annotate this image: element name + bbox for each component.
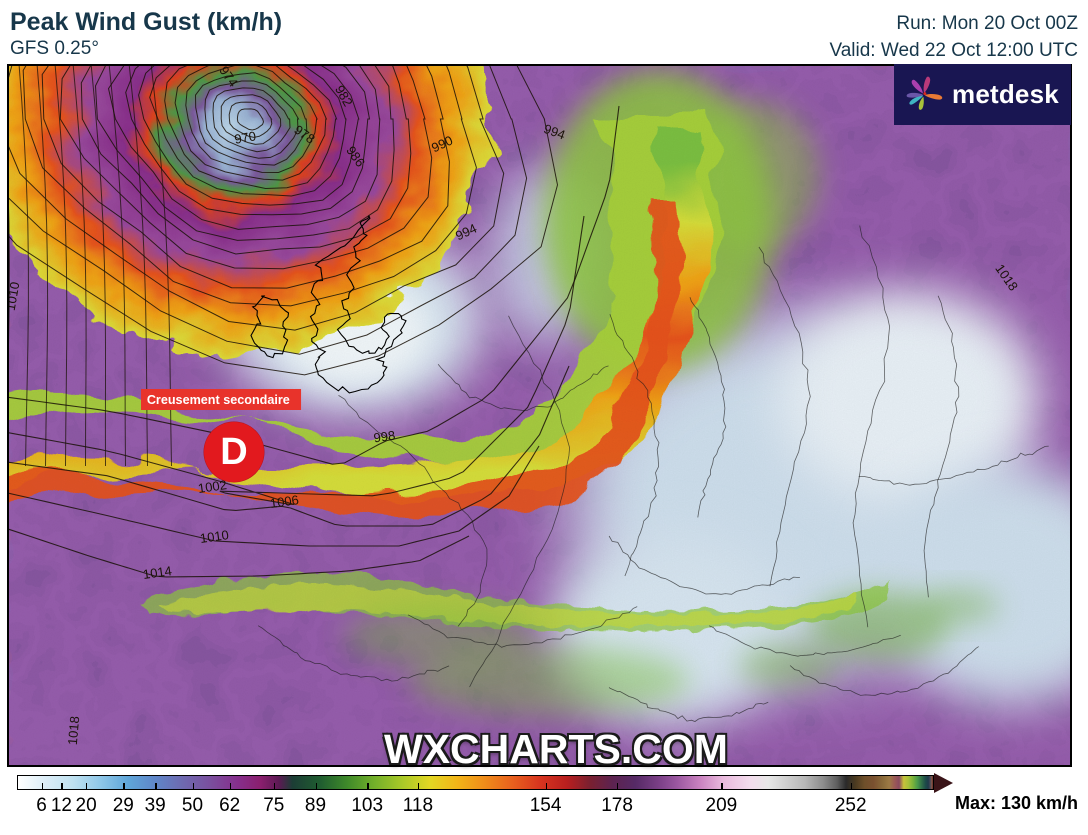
svg-text:1018: 1018 bbox=[65, 716, 82, 746]
svg-text:998: 998 bbox=[373, 428, 397, 446]
